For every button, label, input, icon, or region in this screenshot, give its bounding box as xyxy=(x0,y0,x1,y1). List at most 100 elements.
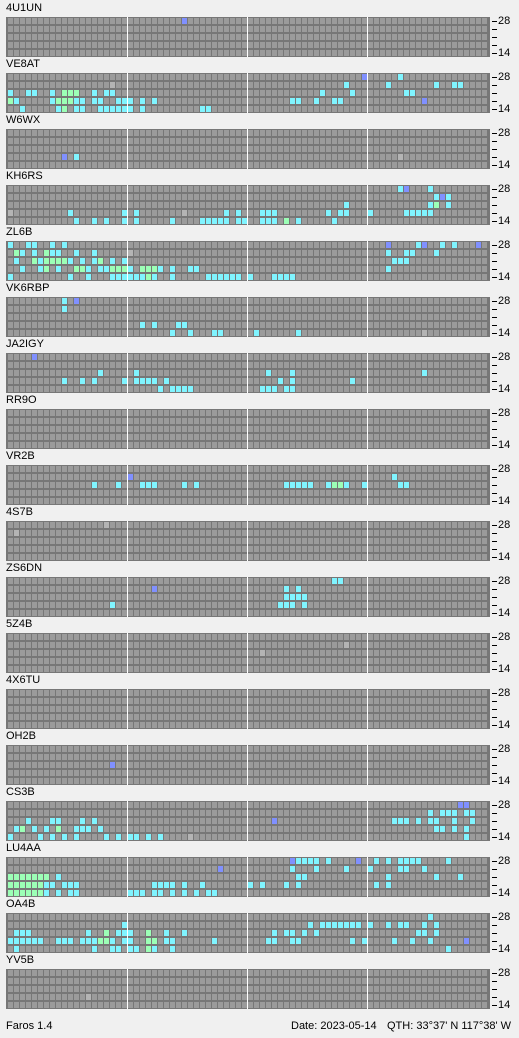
beacon-cell xyxy=(182,194,187,200)
band-axis: 28 14 xyxy=(492,575,519,619)
beacon-cell xyxy=(14,634,19,640)
beacon-cell xyxy=(50,578,55,584)
beacon-cell xyxy=(458,34,463,40)
beacon-cell xyxy=(290,130,295,136)
beacon-cell xyxy=(434,130,439,136)
beacon-cell xyxy=(398,434,403,440)
beacon-cell xyxy=(128,154,133,160)
beacon-cell xyxy=(92,418,97,424)
beacon-cell xyxy=(230,642,235,648)
beacon-cell xyxy=(158,258,163,264)
beacon-cell xyxy=(170,610,175,616)
beacon-cell xyxy=(332,258,337,264)
beacon-cell xyxy=(164,42,169,48)
beacon-cell xyxy=(404,490,409,496)
beacon-cell xyxy=(194,306,199,312)
beacon-cell xyxy=(146,490,151,496)
grid-divider xyxy=(247,633,248,673)
beacon-cell xyxy=(212,314,217,320)
beacon-cell xyxy=(452,522,457,528)
beacon-cell xyxy=(392,330,397,336)
beacon-cell xyxy=(296,90,301,96)
beacon-cell xyxy=(266,106,271,112)
beacon-cell xyxy=(410,386,415,392)
beacon-cell xyxy=(224,554,229,560)
beacon-cell xyxy=(170,482,175,488)
beacon-cell xyxy=(212,386,217,392)
beacon-cell xyxy=(332,370,337,376)
beacon-cell xyxy=(284,426,289,432)
beacon-cell xyxy=(392,522,397,528)
beacon-cell xyxy=(236,474,241,480)
beacon-cell xyxy=(44,474,49,480)
beacon-cell xyxy=(224,482,229,488)
beacon-cell xyxy=(398,146,403,152)
beacon-cell xyxy=(248,146,253,152)
beacon-cell xyxy=(302,258,307,264)
beacon-cell xyxy=(128,50,133,56)
beacon-cell xyxy=(104,466,109,472)
beacon-cell xyxy=(134,418,139,424)
beacon-cell xyxy=(374,578,379,584)
beacon-cell xyxy=(476,274,481,280)
beacon-cell xyxy=(26,498,31,504)
beacon-cell xyxy=(434,162,439,168)
beacon-cell xyxy=(74,82,79,88)
beacon-cell xyxy=(446,530,451,536)
beacon-cell xyxy=(14,482,19,488)
axis-label-bottom: 14 xyxy=(498,159,511,171)
beacon-cell xyxy=(116,602,121,608)
beacon-cell xyxy=(44,634,49,640)
beacon-cell xyxy=(416,90,421,96)
beacon-cell xyxy=(410,410,415,416)
beacon-cell xyxy=(314,210,319,216)
beacon-cell xyxy=(182,242,187,248)
beacon-cell xyxy=(350,522,355,528)
beacon-cell xyxy=(362,666,367,672)
beacon-cell xyxy=(284,162,289,168)
beacon-cell-heard xyxy=(122,98,127,104)
beacon-cell xyxy=(380,146,385,152)
beacon-cell xyxy=(182,594,187,600)
beacon-cell xyxy=(476,258,481,264)
beacon-cell xyxy=(332,18,337,24)
beacon-cell xyxy=(254,258,259,264)
beacon-cell-heard xyxy=(284,274,289,280)
beacon-cell xyxy=(458,370,463,376)
beacon-cell xyxy=(452,594,457,600)
beacon-cell-heard xyxy=(260,210,265,216)
beacon-cell xyxy=(344,250,349,256)
beacon-cell xyxy=(362,82,367,88)
beacon-cell xyxy=(314,362,319,368)
beacon-cell xyxy=(470,586,475,592)
beacon-cell xyxy=(26,298,31,304)
beacon-cell xyxy=(176,218,181,224)
beacon-cell xyxy=(32,98,37,104)
beacon-cell xyxy=(332,434,337,440)
beacon-cell xyxy=(230,50,235,56)
beacon-cell xyxy=(380,666,385,672)
beacon-cell xyxy=(44,650,49,656)
beacon-cell xyxy=(422,650,427,656)
beacon-cell xyxy=(272,266,277,272)
axis-label-bottom: 14 xyxy=(498,551,511,563)
beacon-cell xyxy=(458,442,463,448)
beacon-cell xyxy=(278,330,283,336)
axis-label-bottom: 14 xyxy=(498,383,511,395)
beacon-cell xyxy=(314,26,319,32)
beacon-cell xyxy=(116,154,121,160)
beacon-cell xyxy=(188,434,193,440)
beacon-cell xyxy=(440,586,445,592)
beacon-cell xyxy=(416,354,421,360)
beacon-cell xyxy=(50,194,55,200)
beacon-cell xyxy=(416,362,421,368)
beacon-cell xyxy=(320,274,325,280)
beacon-cell xyxy=(278,530,283,536)
beacon-cell xyxy=(362,298,367,304)
beacon-cell xyxy=(206,466,211,472)
beacon-cell xyxy=(140,426,145,432)
beacon-cell xyxy=(434,586,439,592)
axis-tick xyxy=(492,77,497,78)
beacon-cell xyxy=(32,298,37,304)
beacon-cell xyxy=(314,274,319,280)
